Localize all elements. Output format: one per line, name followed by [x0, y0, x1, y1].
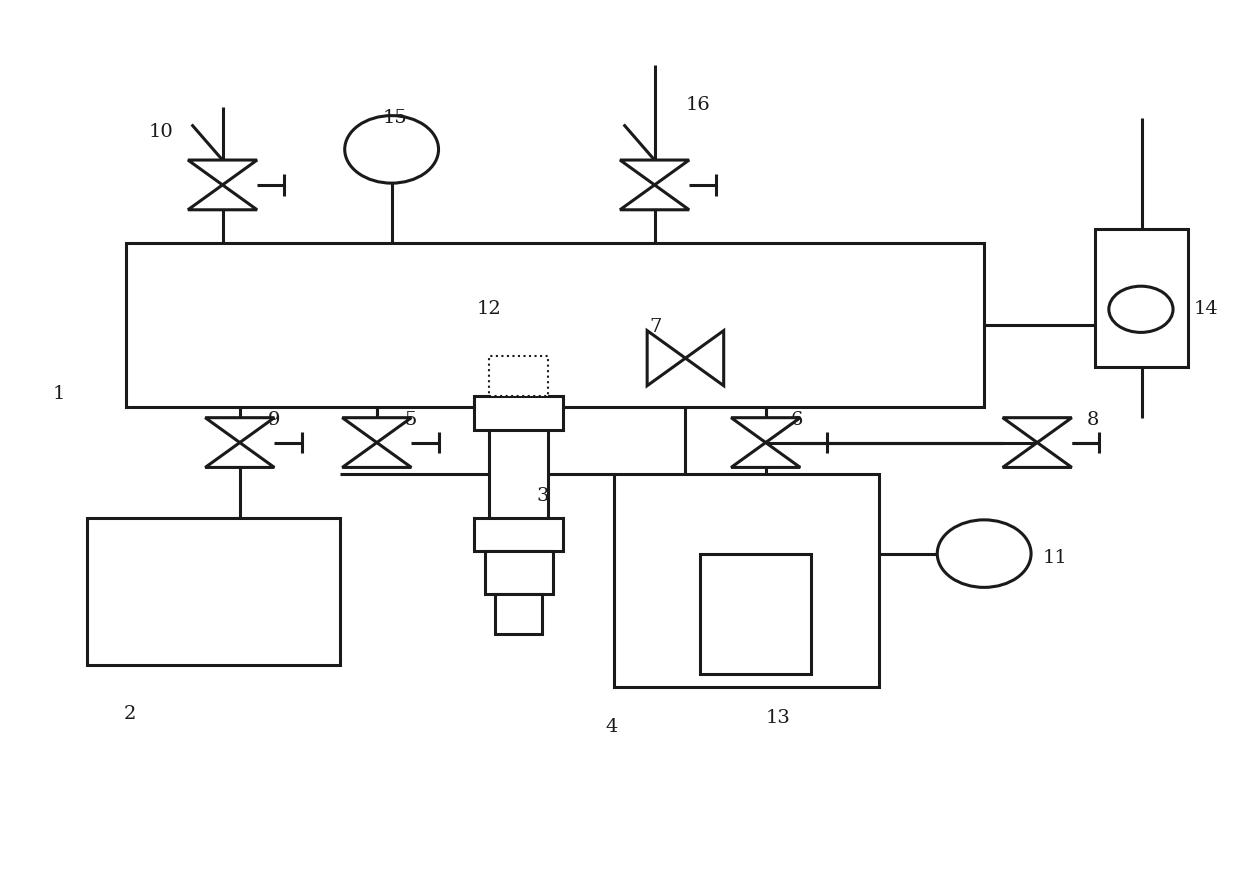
- Bar: [475, 518, 563, 552]
- Bar: [489, 396, 548, 552]
- Polygon shape: [342, 443, 412, 468]
- Text: 1: 1: [52, 384, 64, 402]
- Polygon shape: [1003, 417, 1071, 443]
- Text: 5: 5: [404, 411, 417, 429]
- Text: 6: 6: [790, 411, 802, 429]
- Polygon shape: [686, 331, 724, 385]
- Polygon shape: [1003, 443, 1071, 468]
- Circle shape: [345, 115, 439, 183]
- Text: 16: 16: [686, 96, 711, 114]
- Bar: [475, 396, 563, 430]
- Polygon shape: [620, 185, 689, 210]
- Text: 15: 15: [383, 109, 408, 127]
- Text: 14: 14: [1194, 300, 1219, 318]
- Bar: [495, 594, 542, 634]
- Polygon shape: [620, 160, 689, 185]
- Text: 4: 4: [605, 718, 618, 736]
- Text: 3: 3: [536, 487, 548, 505]
- Text: 10: 10: [149, 122, 174, 140]
- Polygon shape: [732, 417, 800, 443]
- Text: 13: 13: [765, 709, 791, 727]
- Bar: [87, 519, 340, 664]
- Text: 8: 8: [1086, 411, 1099, 429]
- Polygon shape: [732, 443, 800, 468]
- Text: 2: 2: [124, 704, 136, 722]
- Circle shape: [937, 519, 1032, 587]
- Text: 9: 9: [268, 411, 280, 429]
- Text: 12: 12: [477, 300, 501, 318]
- Bar: [485, 552, 553, 594]
- Polygon shape: [188, 185, 257, 210]
- Bar: [126, 242, 985, 407]
- Polygon shape: [206, 443, 274, 468]
- Bar: [1095, 230, 1188, 367]
- Bar: [701, 553, 811, 673]
- Text: 11: 11: [1042, 549, 1066, 567]
- Circle shape: [1109, 286, 1173, 333]
- Bar: [489, 356, 548, 396]
- Polygon shape: [342, 417, 412, 443]
- Polygon shape: [188, 160, 257, 185]
- Polygon shape: [647, 331, 686, 385]
- Polygon shape: [206, 417, 274, 443]
- Bar: [614, 474, 879, 687]
- Text: 7: 7: [650, 318, 662, 336]
